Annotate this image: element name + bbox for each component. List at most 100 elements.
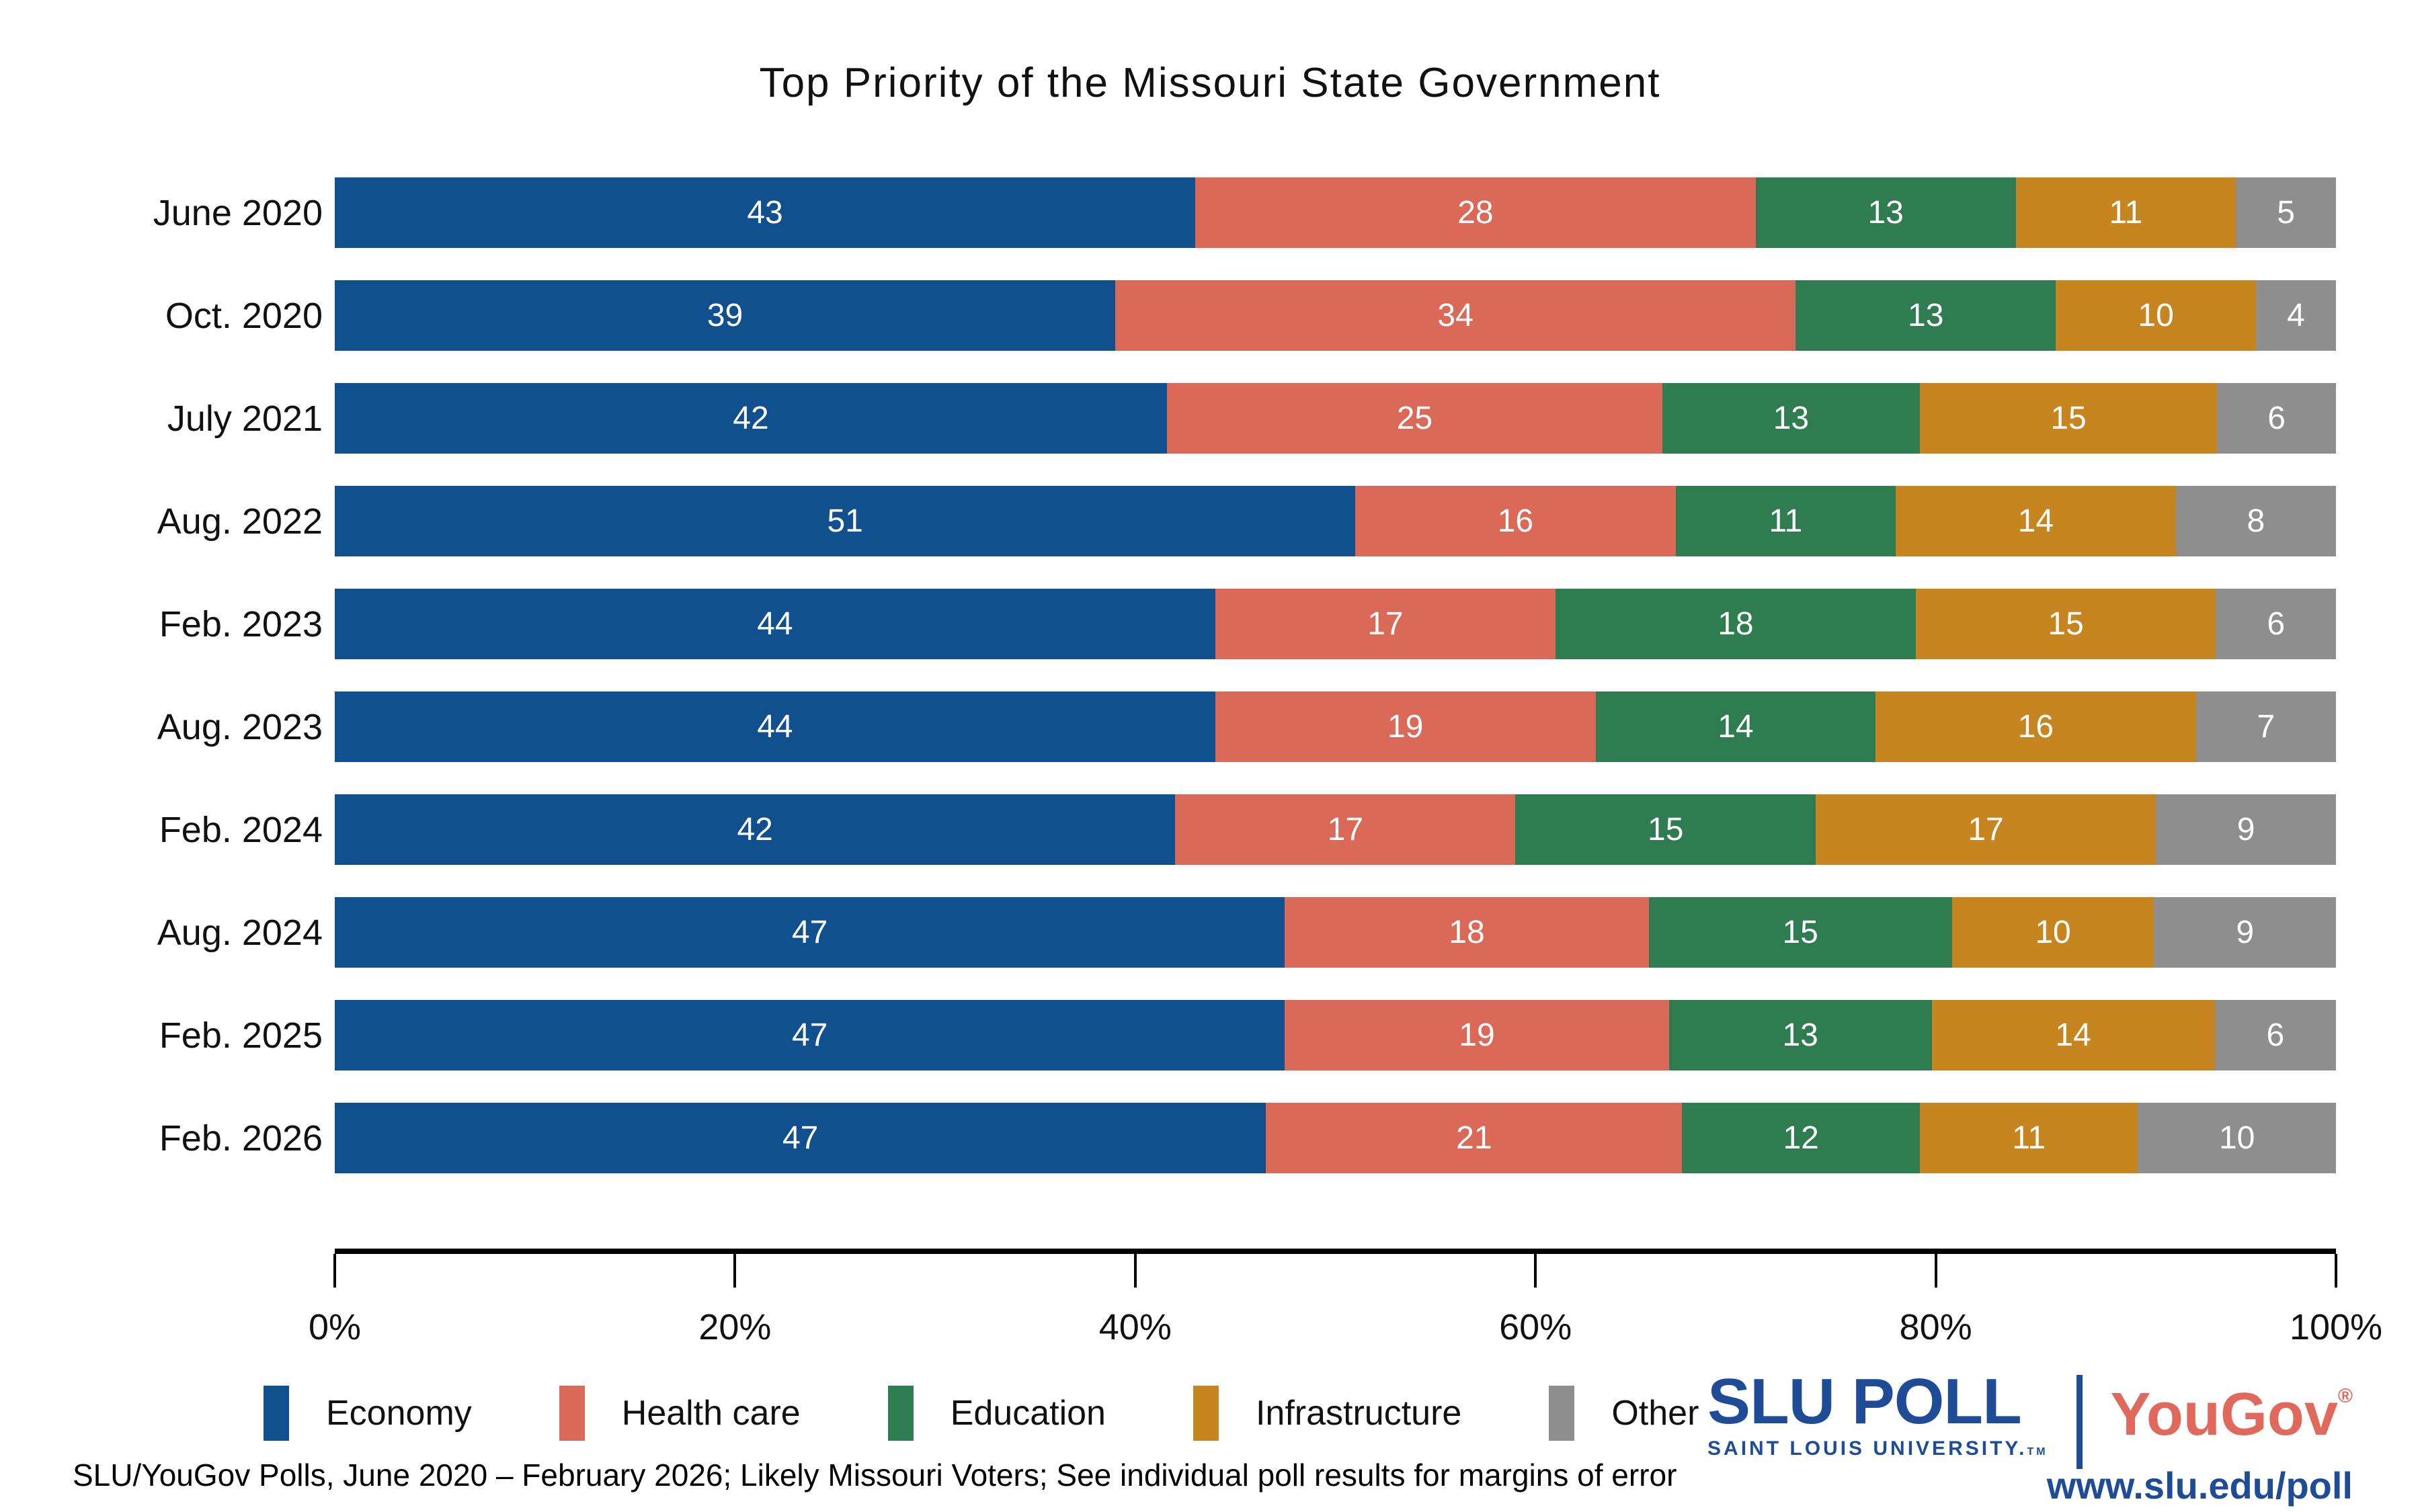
bar-segment-infrastructure: 17 xyxy=(1815,794,2156,865)
bar-segment-economy: 42 xyxy=(335,794,1176,865)
bar-segment-other: 10 xyxy=(2138,1103,2337,1173)
bar-segment-other: 4 xyxy=(2255,280,2337,351)
trademark-symbol: TM xyxy=(2027,1446,2048,1458)
bar-segment-other: 8 xyxy=(2175,486,2336,556)
stacked-bar: 44 19 14 16 7 xyxy=(335,691,2336,762)
bar-value: 16 xyxy=(2017,709,2054,745)
bar-value: 44 xyxy=(757,709,793,745)
bar-segment-infrastructure: 10 xyxy=(2056,280,2256,351)
x-axis-tick-label: 40% xyxy=(1098,1307,1172,1347)
bar-segment-health-care: 16 xyxy=(1355,486,1676,556)
bar-value: 19 xyxy=(1459,1017,1495,1053)
legend-item-infrastructure: Infrastructure xyxy=(1193,1386,1461,1441)
x-axis-tick-label: 0% xyxy=(308,1307,362,1347)
bar-value: 14 xyxy=(1718,709,1754,745)
bar-segment-education: 12 xyxy=(1682,1103,1921,1173)
stacked-bar: 43 28 13 11 5 xyxy=(335,177,2336,248)
chart-row: Oct. 2020 39 34 13 10 4 xyxy=(74,280,2337,351)
bar-value: 12 xyxy=(1783,1120,1819,1156)
bar-value: 16 xyxy=(1497,503,1534,539)
bar-segment-other: 5 xyxy=(2236,177,2336,248)
bar-segment-health-care: 21 xyxy=(1266,1103,1683,1173)
row-label: Aug. 2022 xyxy=(157,501,323,542)
bar-value: 10 xyxy=(2138,298,2174,333)
row-label: Aug. 2023 xyxy=(157,706,323,747)
brand-separator xyxy=(2076,1375,2083,1469)
bar-value: 43 xyxy=(747,195,783,230)
bar-segment-other: 7 xyxy=(2195,691,2336,762)
bar-value: 15 xyxy=(2048,606,2084,642)
bar-segment-economy: 43 xyxy=(335,177,1196,248)
stacked-bar: 42 17 15 17 9 xyxy=(335,794,2337,865)
yougov-logo: YouGov® xyxy=(2111,1371,2353,1450)
stacked-bar: 51 16 11 14 8 xyxy=(335,486,2336,556)
source-note: SLU/YouGov Polls, June 2020 – February 2… xyxy=(73,1458,1677,1493)
bar-segment-education: 13 xyxy=(1796,280,2056,351)
legend: Economy Health care Education Infrastruc… xyxy=(264,1386,1699,1441)
slu-poll-logo: SLU POLL SAINT LOUIS UNIVERSITY.TM xyxy=(1707,1366,2048,1460)
bar-value: 6 xyxy=(2267,606,2286,642)
slu-poll-wordmark: SLU POLL xyxy=(1707,1366,2022,1437)
x-axis-tick xyxy=(1934,1254,1937,1288)
legend-item-other: Other xyxy=(1549,1386,1699,1441)
bar-segment-education: 13 xyxy=(1668,1000,1932,1070)
bar-segment-other: 9 xyxy=(2154,897,2336,968)
bar-value: 17 xyxy=(1968,812,2004,847)
chart-row: Feb. 2025 47 19 13 14 6 xyxy=(74,1000,2336,1070)
bar-segment-infrastructure: 15 xyxy=(1920,383,2218,454)
legend-label: Other xyxy=(1611,1394,1699,1433)
stacked-bar: 42 25 13 15 6 xyxy=(335,383,2336,454)
chart-row: Feb. 2024 42 17 15 17 9 xyxy=(74,794,2337,865)
legend-swatch-education xyxy=(887,1386,914,1441)
x-axis-tick xyxy=(1133,1254,1137,1288)
slu-university-text: SAINT LOUIS UNIVERSITY. xyxy=(1707,1437,2027,1460)
bar-segment-health-care: 17 xyxy=(1215,589,1556,659)
bar-value: 19 xyxy=(1387,709,1424,745)
legend-item-economy: Economy xyxy=(264,1386,472,1441)
row-label: Feb. 2023 xyxy=(159,603,323,644)
bar-value: 28 xyxy=(1457,195,1494,230)
bar-segment-education: 13 xyxy=(1755,177,2016,248)
bar-value: 5 xyxy=(2277,195,2295,230)
bar-value: 47 xyxy=(791,1017,828,1053)
stacked-bar: 47 18 15 10 9 xyxy=(335,897,2336,968)
chart-row: Aug. 2023 44 19 14 16 7 xyxy=(74,691,2336,762)
bar-segment-economy: 44 xyxy=(335,691,1215,762)
legend-item-health-care: Health care xyxy=(559,1386,801,1441)
bar-value: 13 xyxy=(1867,195,1904,230)
bar-segment-other: 6 xyxy=(2216,589,2336,659)
bar-segment-infrastructure: 11 xyxy=(2015,177,2236,248)
bar-value: 8 xyxy=(2247,503,2265,539)
bar-value: 17 xyxy=(1367,606,1404,642)
bar-value: 10 xyxy=(2035,915,2071,950)
bar-value: 18 xyxy=(1449,915,1485,950)
bar-value: 15 xyxy=(1648,812,1684,847)
bar-segment-economy: 47 xyxy=(335,1103,1266,1173)
bar-value: 7 xyxy=(2257,709,2275,745)
bar-value: 6 xyxy=(2266,1017,2285,1053)
row-label: Oct. 2020 xyxy=(165,295,323,336)
x-axis-tick-label: 20% xyxy=(698,1307,772,1347)
x-axis-tick-label: 100% xyxy=(2289,1307,2383,1347)
bar-value: 9 xyxy=(2236,812,2255,847)
bar-value: 14 xyxy=(2055,1017,2091,1053)
bar-value: 14 xyxy=(2017,503,2054,539)
legend-swatch-other xyxy=(1549,1386,1575,1441)
bar-segment-economy: 47 xyxy=(335,897,1285,968)
legend-label: Infrastructure xyxy=(1255,1394,1462,1433)
bar-value: 42 xyxy=(737,812,773,847)
x-axis: 0% 20% 40% 60% 80% 100% xyxy=(309,1249,2382,1388)
stacked-bar: 44 17 18 15 6 xyxy=(335,589,2336,659)
bar-segment-infrastructure: 14 xyxy=(1896,486,2176,556)
bar-segment-economy: 42 xyxy=(335,383,1167,454)
x-axis-tick xyxy=(2335,1254,2337,1288)
bar-value: 21 xyxy=(1456,1120,1492,1156)
bar-value: 6 xyxy=(2267,401,2286,436)
row-label: July 2021 xyxy=(167,398,323,439)
bar-segment-health-care: 28 xyxy=(1195,177,1756,248)
branding: SLU POLL SAINT LOUIS UNIVERSITY.TM YouGo… xyxy=(1707,1366,2353,1469)
legend-item-education: Education xyxy=(887,1386,1106,1441)
bar-value: 44 xyxy=(757,606,793,642)
bar-value: 9 xyxy=(2236,915,2255,950)
